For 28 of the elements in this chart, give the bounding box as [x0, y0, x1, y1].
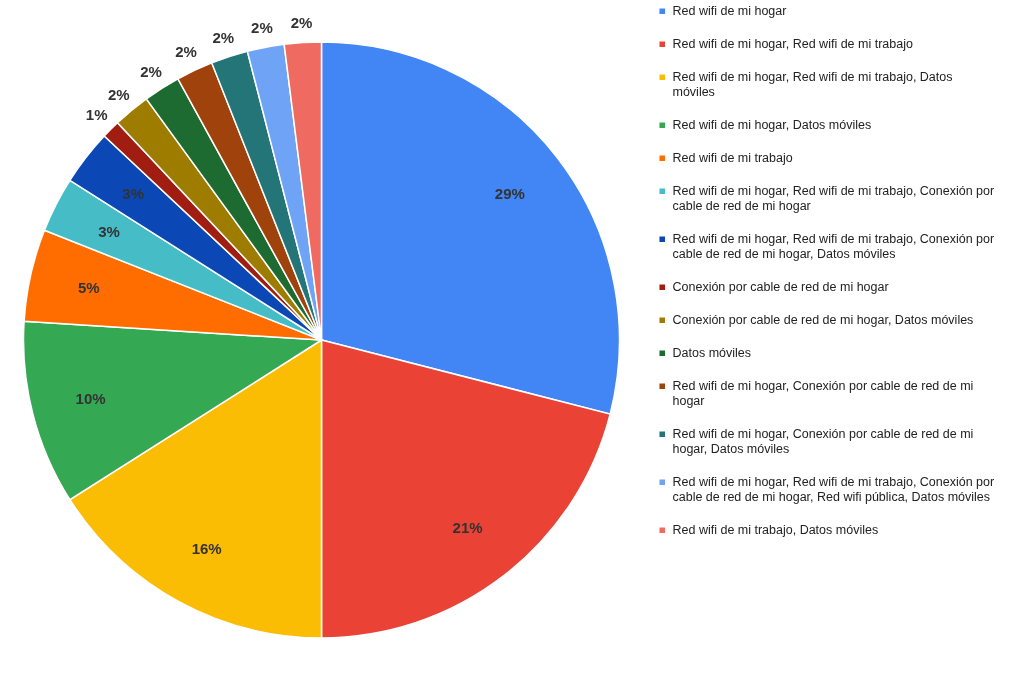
data-label: 2% [107, 85, 130, 103]
legend-label: Conexión por cable de red de mi hogar [672, 280, 889, 295]
legend-label: Red wifi de mi hogar, Datos móviles [672, 118, 872, 133]
data-label: 2% [175, 43, 197, 61]
legend-label: Red wifi de mi trabajo, Datos móviles [672, 523, 879, 538]
legend-label: Red wifi de mi hogar, Red wifi de mi trabajo, Conexión por cable de red de mi hogar, Red wifi pública, Datos móviles [672, 475, 995, 504]
data-label: 5% [78, 278, 100, 296]
data-label: 2% [140, 62, 162, 80]
data-label: 2% [290, 13, 313, 31]
legend-label: Red wifi de mi hogar, Red wifi de mi trabajo [672, 37, 913, 52]
legend-label: Red wifi de mi trabajo [672, 151, 793, 166]
data-label: 21% [452, 519, 483, 537]
legend-label: Red wifi de mi hogar, Conexión por cable de red de mi hogar [672, 379, 974, 408]
legend-label: Conexión por cable de red de mi hogar, Datos móviles [672, 313, 974, 328]
data-label: 29% [494, 184, 525, 202]
data-label: 10% [75, 390, 106, 408]
legend-label: Red wifi de mi hogar, Red wifi de mi trabajo, Conexión por cable de red de mi hogar [672, 184, 995, 213]
legend-label: Red wifi de mi hogar [672, 4, 787, 19]
legend-label: Red wifi de mi hogar, Red wifi de mi trabajo, Datos móviles [672, 70, 953, 99]
data-label: 3% [122, 184, 144, 202]
legend-label: Datos móviles [672, 346, 751, 361]
legend-label: Red wifi de mi hogar, Conexión por cable de red de mi hogar, Datos móviles [672, 427, 974, 456]
data-label: 1% [85, 106, 108, 124]
data-label: 2% [251, 18, 273, 36]
data-label: 2% [212, 28, 235, 46]
data-label: 3% [98, 222, 120, 240]
data-label: 16% [191, 539, 222, 557]
legend-label: Red wifi de mi hogar, Red wifi de mi trabajo, Conexión por cable de red de mi hogar, Datos móviles [672, 232, 995, 261]
